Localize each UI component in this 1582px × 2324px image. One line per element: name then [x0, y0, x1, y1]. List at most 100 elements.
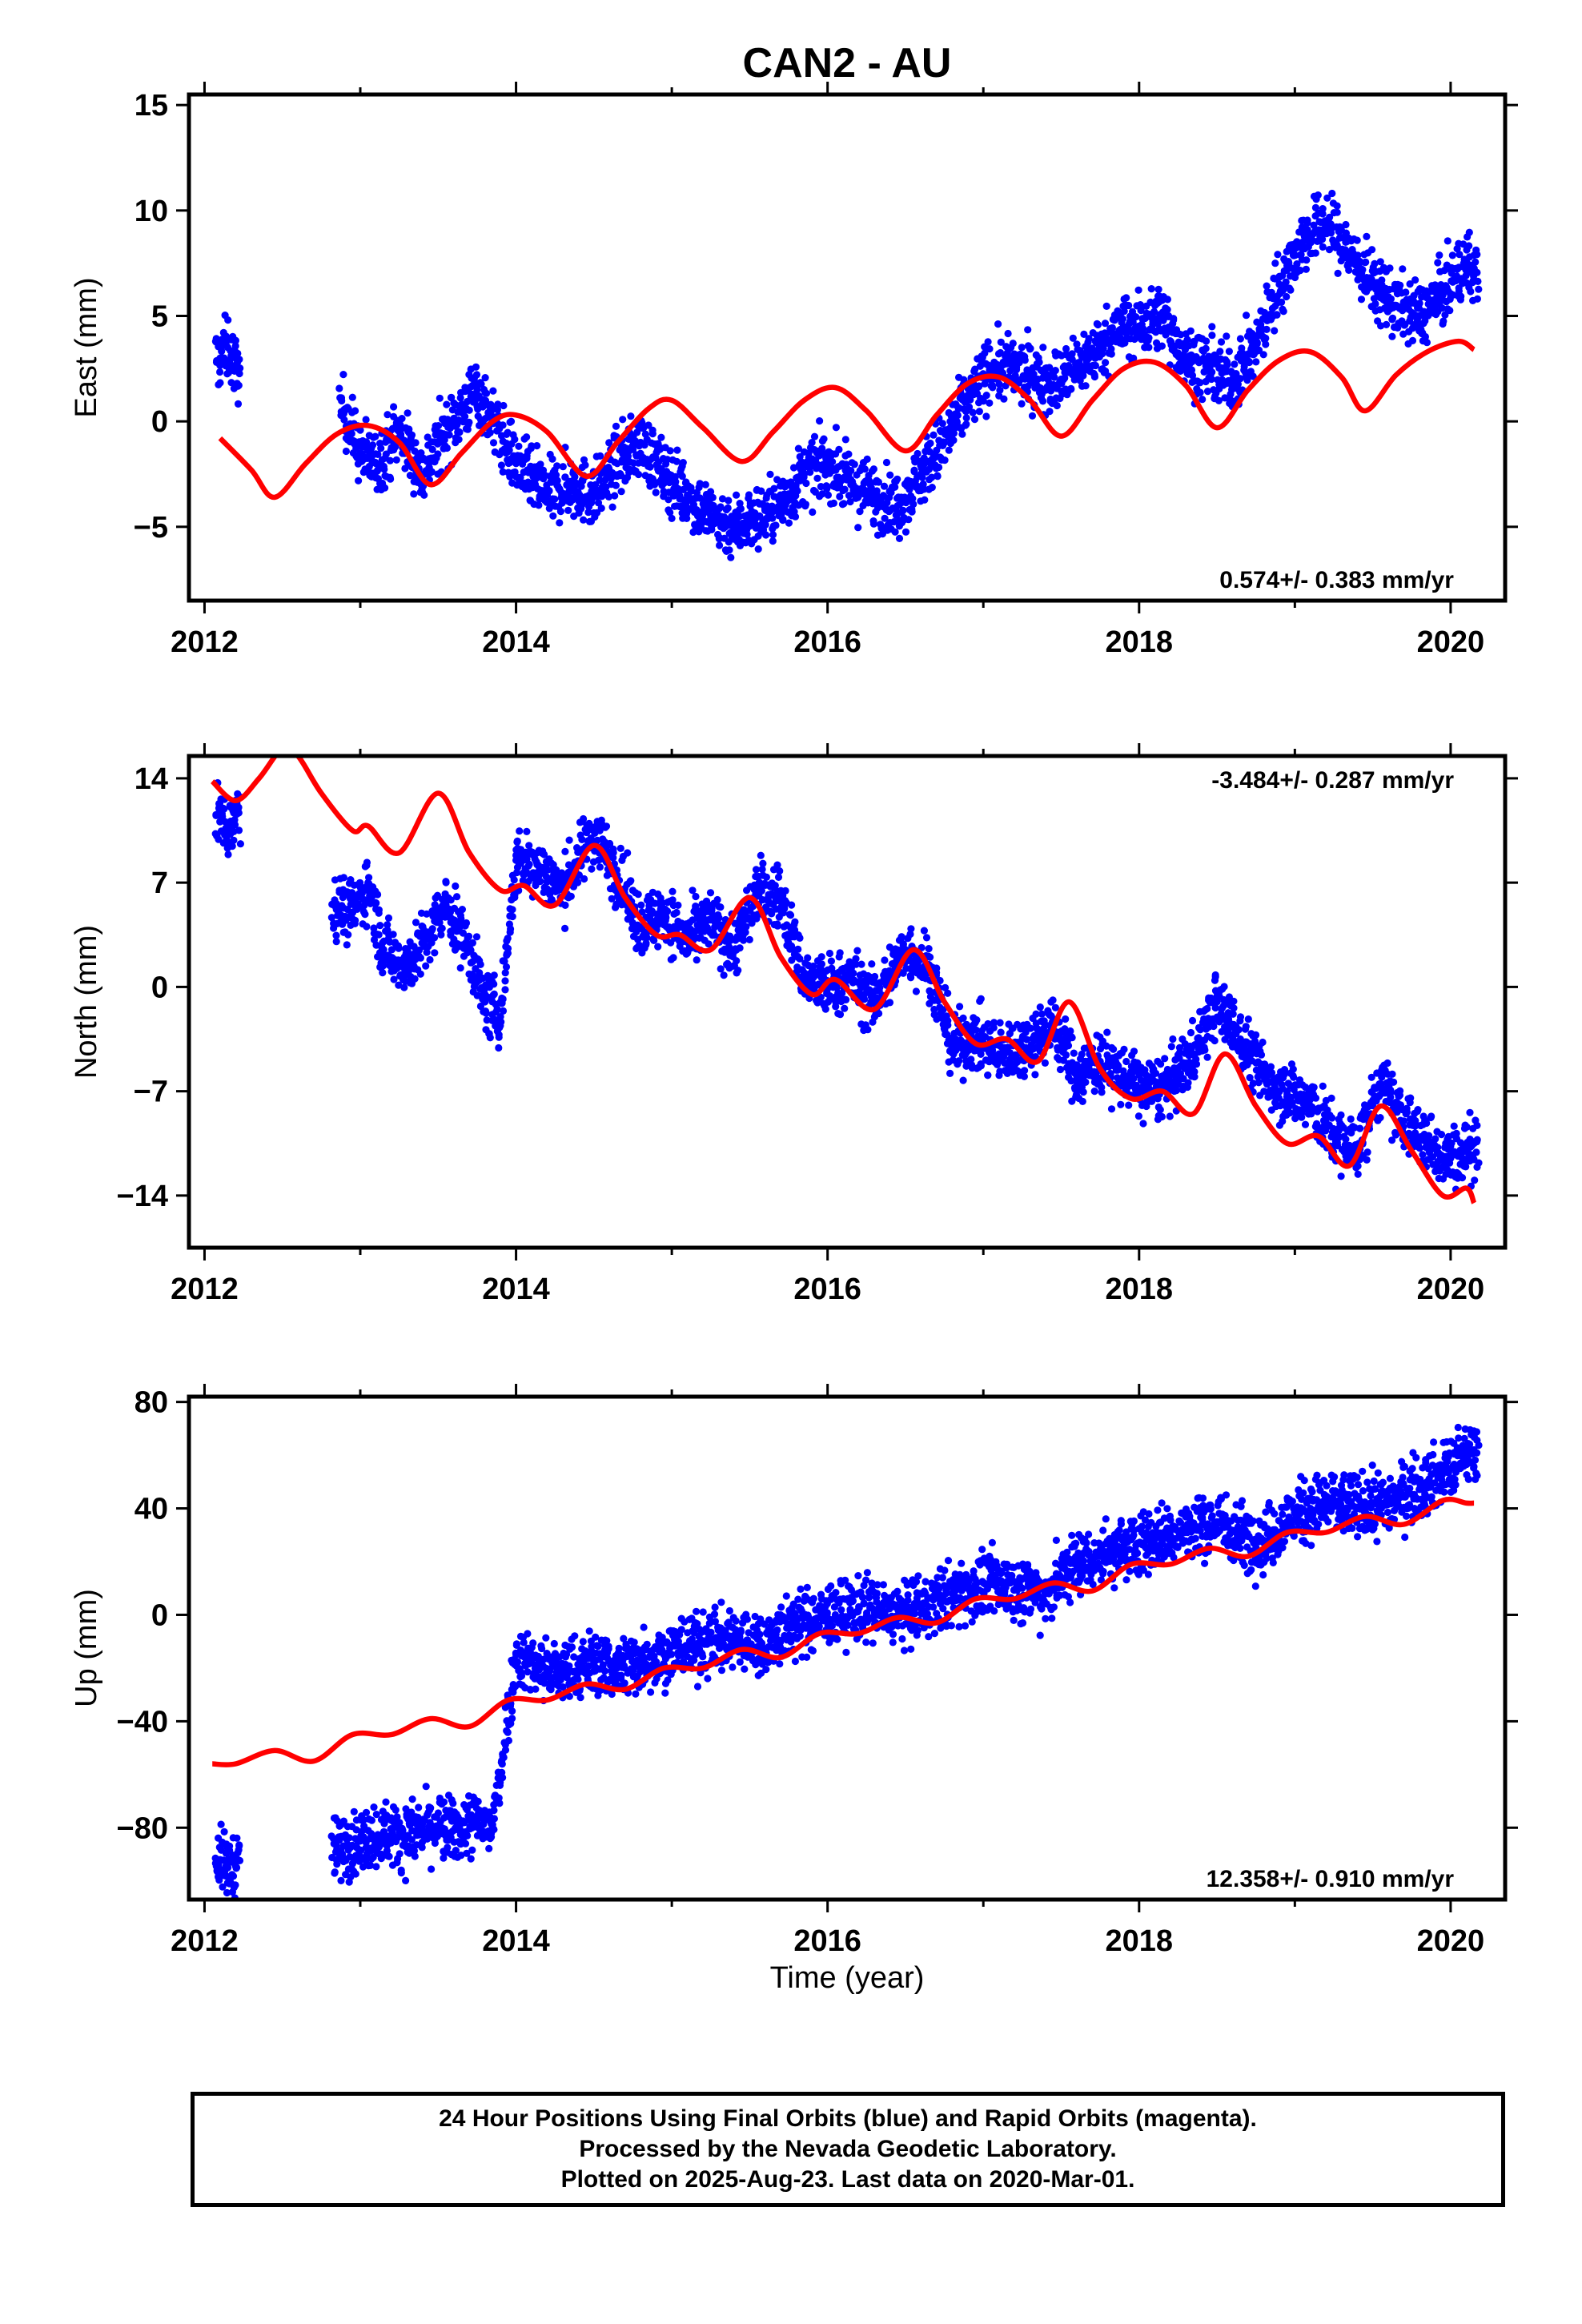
observation-point [431, 949, 438, 956]
observation-point [1237, 335, 1244, 342]
observation-point [1263, 326, 1271, 333]
observation-point [1252, 344, 1259, 351]
observation-point [1229, 376, 1236, 383]
observation-point [762, 531, 769, 538]
observation-point [1039, 344, 1046, 351]
observation-point [1062, 1051, 1070, 1059]
observation-point [1018, 344, 1026, 351]
observation-point [1230, 1004, 1237, 1011]
observation-point [1280, 308, 1287, 315]
east-y-axis-label: East (mm) [70, 277, 103, 417]
observation-point [759, 860, 766, 867]
observation-point [1246, 359, 1253, 366]
observation-point [772, 521, 779, 529]
observation-point [1358, 296, 1365, 303]
observation-point [1120, 1046, 1127, 1053]
observation-point [1108, 350, 1115, 357]
observation-point [1011, 365, 1018, 372]
observation-point [612, 482, 620, 489]
observation-point [571, 473, 578, 480]
observation-point [216, 368, 223, 376]
observation-point [512, 460, 520, 467]
observation-point [1120, 323, 1127, 330]
observation-point [1473, 251, 1480, 258]
observation-point [837, 1011, 844, 1018]
observation-point [987, 365, 994, 372]
observation-point [826, 950, 833, 957]
observation-point [837, 949, 844, 956]
observation-point [1029, 412, 1036, 420]
observation-point [1189, 1017, 1196, 1024]
observation-point [526, 861, 533, 868]
observation-point [412, 439, 420, 446]
observation-point [942, 456, 949, 464]
observation-point [564, 507, 572, 514]
observation-point [372, 460, 379, 467]
y-tick-label: 15 [135, 89, 168, 123]
observation-point [787, 911, 794, 919]
observation-point [1135, 1112, 1142, 1120]
observation-point [400, 984, 408, 991]
observation-point [1354, 237, 1361, 244]
observation-point [930, 432, 937, 439]
observation-point [340, 416, 347, 424]
observation-point [667, 447, 674, 454]
observation-point [472, 364, 480, 371]
observation-point [465, 419, 472, 426]
observation-point [1201, 1047, 1208, 1054]
observation-point [746, 936, 753, 943]
observation-point [568, 893, 575, 900]
observation-point [796, 935, 803, 942]
observation-point [1303, 266, 1310, 273]
observation-point [1158, 343, 1166, 350]
observation-point [647, 464, 654, 471]
observation-point [443, 879, 450, 886]
observation-point [1135, 323, 1142, 330]
observation-point [580, 517, 587, 524]
observation-point [914, 450, 921, 457]
observation-point [1110, 1046, 1117, 1053]
observation-point [708, 907, 715, 914]
observation-point [596, 863, 604, 870]
observation-point [725, 546, 733, 553]
observation-point [483, 1010, 490, 1017]
observation-point [443, 401, 450, 408]
observation-point [715, 915, 722, 922]
observation-point [857, 961, 865, 968]
observation-point [734, 967, 741, 974]
observation-point [657, 434, 665, 441]
observation-point [498, 461, 505, 468]
observation-point [1278, 299, 1285, 306]
observation-point [398, 415, 405, 422]
observation-point [852, 955, 859, 963]
observation-point [782, 887, 789, 895]
observation-point [1168, 1043, 1175, 1050]
observation-point [1145, 344, 1152, 351]
observation-point [708, 526, 715, 533]
observation-point [611, 492, 618, 499]
observation-point [1117, 1101, 1124, 1108]
observation-point [1319, 205, 1327, 212]
observation-point [801, 470, 808, 477]
observation-point [420, 492, 428, 499]
observation-point [500, 995, 507, 1003]
observation-point [775, 874, 782, 881]
observation-point [818, 960, 825, 967]
observation-point [385, 915, 392, 922]
observation-point [825, 492, 832, 499]
observation-point [444, 444, 451, 452]
observation-point [841, 486, 849, 493]
observation-point [861, 465, 869, 472]
observation-point [1223, 361, 1231, 368]
observation-point [757, 852, 765, 859]
observation-point [709, 494, 717, 501]
observation-point [792, 513, 799, 521]
observation-point [913, 987, 920, 995]
observation-point [835, 446, 842, 453]
observation-point [905, 516, 912, 523]
observation-point [508, 418, 515, 425]
observation-point [1211, 1037, 1219, 1044]
observation-point [459, 906, 466, 913]
observation-point [1058, 376, 1065, 383]
observation-point [1303, 219, 1311, 227]
